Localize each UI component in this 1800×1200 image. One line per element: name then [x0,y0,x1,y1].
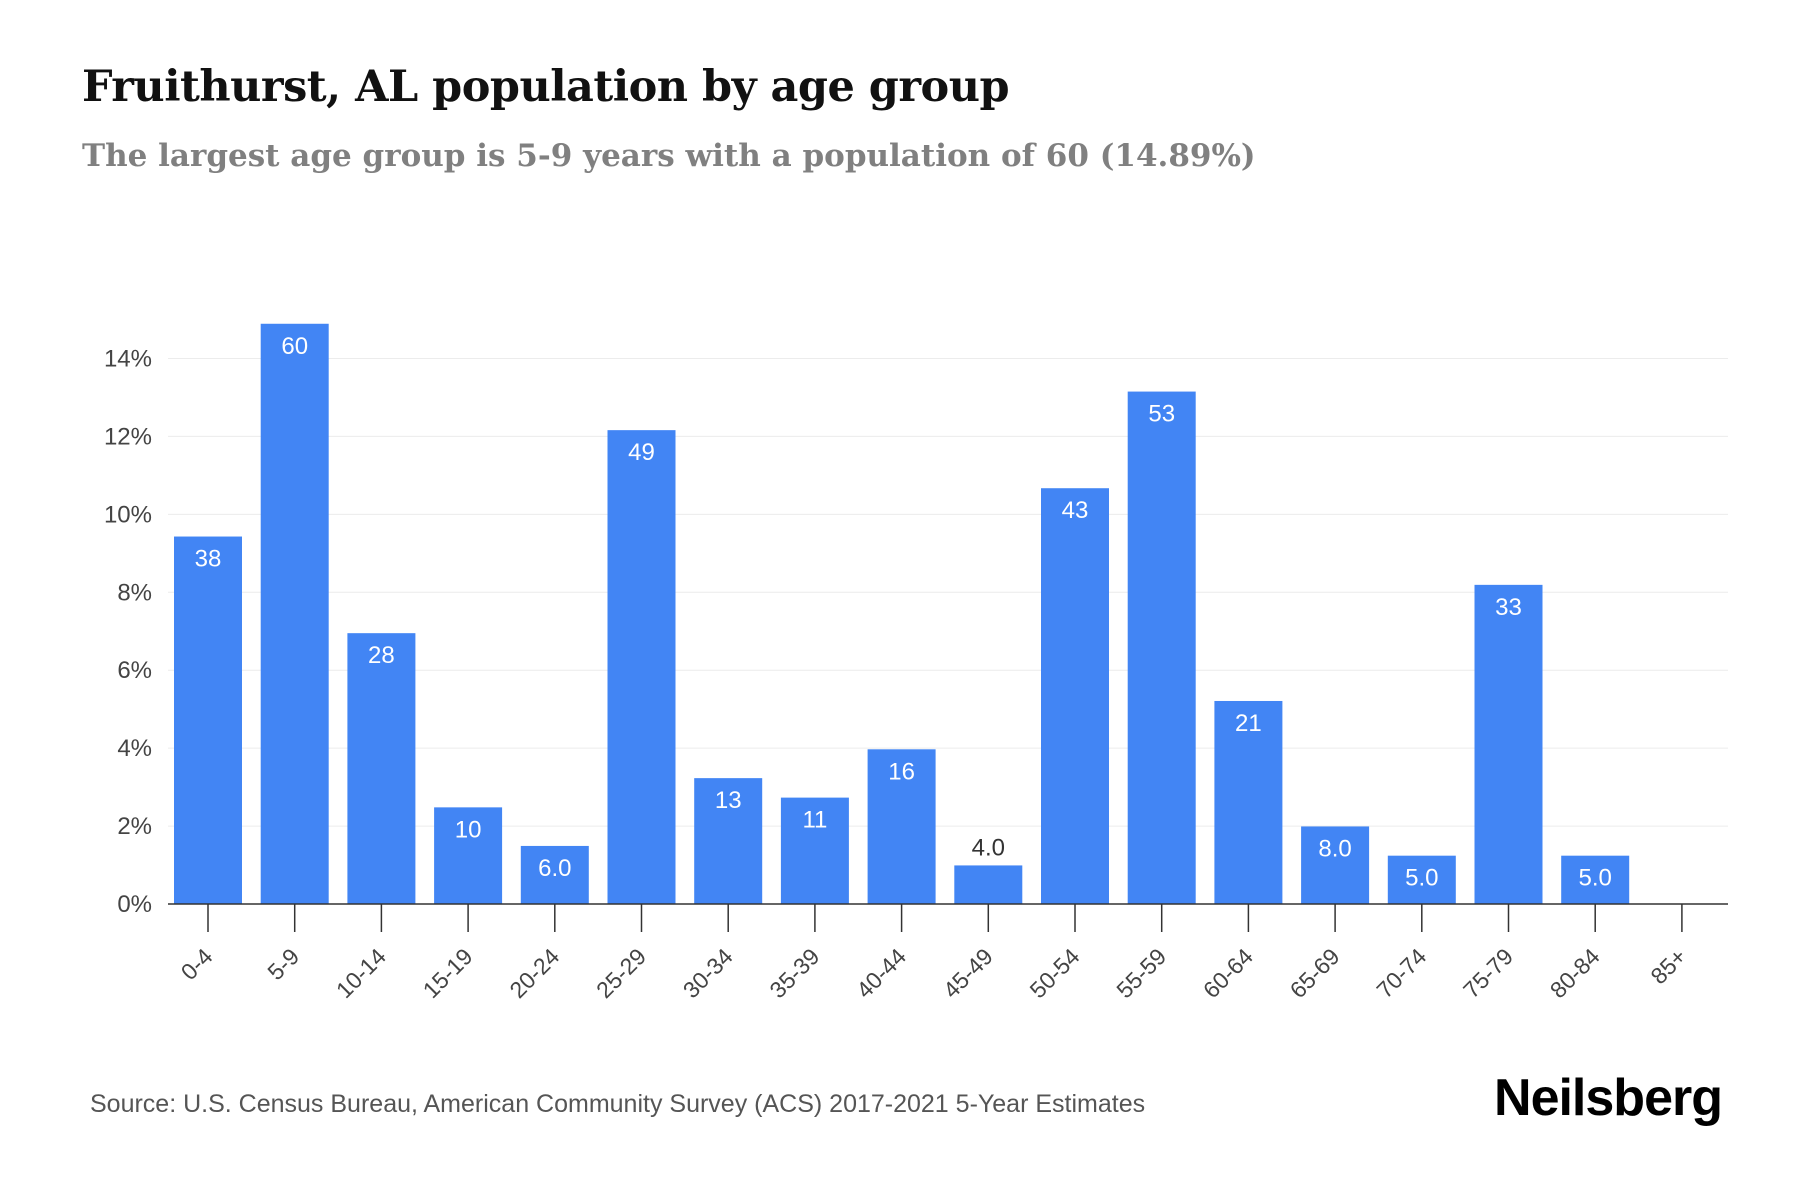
data-label-60-64: 21 [1235,710,1262,737]
data-label-20-24: 6.0 [538,855,571,882]
bar-35-39 [780,797,849,904]
bar-80-84 [1561,855,1630,904]
data-label-80-84: 5.0 [1579,865,1612,892]
data-label-5-9: 60 [281,333,308,360]
bar-60-64 [1214,700,1283,904]
x-tick-label: 70-74 [1371,943,1431,1003]
bar-20-24 [520,845,589,904]
data-label-40-44: 16 [888,758,915,785]
data-label-30-34: 13 [715,787,742,814]
data-label-65-69: 8.0 [1318,835,1351,862]
data-labels: 38 60 28 10 6.0 49 13 11 16 4.0 43 53 21 8.0 5.0 33 5.0 [195,333,1612,892]
chart-title: Fruithurst, AL population by age group [82,62,1010,112]
x-axis-ticks: 0-4 5-9 10-14 15-19 20-24 25-29 30-34 35-39 40-4… [176,904,1691,1003]
bar-15-19 [434,807,503,904]
data-label-50-54: 43 [1062,497,1089,524]
x-tick-label: 0-4 [176,943,218,985]
data-label-45-49: 4.0 [972,834,1005,861]
data-label-55-59: 53 [1148,401,1175,428]
data-label-75-79: 33 [1495,594,1522,621]
bar-45-49 [954,865,1023,904]
x-tick-label: 25-29 [591,943,651,1003]
y-axis-ticks: 0% 2% 4% 6% 8% 10% 12% 14% [104,345,152,918]
x-tick-label: 15-19 [418,943,478,1003]
y-tick-label: 12% [104,423,152,450]
x-tick-label: 75-79 [1458,943,1518,1003]
bar-30-34 [694,778,763,904]
x-tick-label: 60-64 [1198,943,1258,1003]
data-label-10-14: 28 [368,642,395,669]
x-tick-label: 80-84 [1545,943,1605,1003]
y-tick-label: 14% [104,345,152,372]
x-tick-label: 20-24 [504,943,564,1003]
data-label-15-19: 10 [455,816,482,843]
data-label-25-29: 49 [628,439,655,466]
x-tick-label: 35-39 [764,943,824,1003]
x-tick-label: 10-14 [331,943,391,1003]
data-label-35-39: 11 [802,807,827,834]
y-tick-label: 10% [104,501,152,528]
x-tick-label: 30-34 [678,943,738,1003]
x-tick-label: 5-9 [262,943,304,985]
bar-5-9 [260,323,329,904]
bar-65-69 [1301,826,1370,904]
bar-25-29 [607,430,676,904]
gridlines [168,357,1728,827]
brand-logo: Neilsberg [1494,1069,1723,1127]
bar-0-4 [174,536,242,904]
source-note: Source: U.S. Census Bureau, American Com… [90,1090,1146,1118]
bar-75-79 [1474,584,1543,904]
x-tick-label: 85+ [1645,943,1691,989]
data-label-0-4: 38 [195,546,222,573]
bar-40-44 [867,749,936,904]
bar-55-59 [1127,391,1196,904]
bars [174,323,1630,904]
x-tick-label: 65-69 [1285,943,1345,1003]
x-tick-label: 55-59 [1111,943,1171,1003]
bar-50-54 [1041,488,1109,904]
chart-subtitle: The largest age group is 5-9 years with … [82,138,1256,174]
x-tick-label: 50-54 [1025,943,1085,1003]
data-label-70-74: 5.0 [1405,865,1438,892]
y-tick-label: 0% [117,891,152,918]
x-tick-label: 45-49 [938,943,998,1003]
bar-70-74 [1387,855,1456,904]
y-tick-label: 2% [117,813,152,840]
y-tick-label: 8% [117,579,152,606]
bar-10-14 [347,633,416,904]
x-tick-label: 40-44 [851,943,911,1003]
bar-chart: 0% 2% 4% 6% 8% 10% 12% 14% 38 60 28 10 6.0 49 13 11 16 4… [104,323,1728,1003]
y-tick-label: 4% [117,735,152,762]
y-tick-label: 6% [117,657,152,684]
